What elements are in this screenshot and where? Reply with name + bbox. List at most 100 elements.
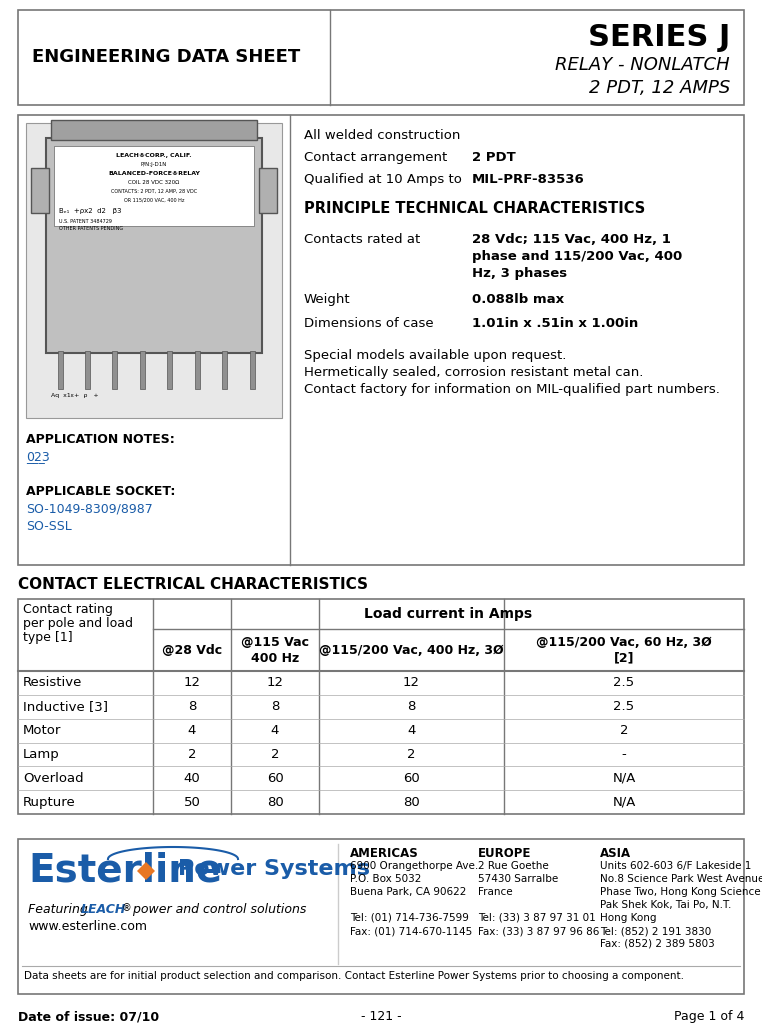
Text: France: France [478,887,513,897]
Text: Hong Kong: Hong Kong [600,913,657,923]
Bar [46,138,262,353]
Text: @115 Vac: @115 Vac [241,636,309,648]
Text: 2.5: 2.5 [613,700,635,714]
Text: OTHER PATENTS PENDING: OTHER PATENTS PENDING [59,226,123,231]
Text: [2]: [2] [613,651,634,665]
Text: Pak Shek Kok, Tai Po, N.T.: Pak Shek Kok, Tai Po, N.T. [600,900,732,910]
Text: @115/200 Vac, 400 Hz, 3Ø: @115/200 Vac, 400 Hz, 3Ø [319,643,504,656]
Text: SERIES J: SERIES J [588,24,730,52]
Text: N/A: N/A [613,796,636,809]
Text: Motor: Motor [23,724,62,737]
Text: Hermetically sealed, corrosion resistant metal can.: Hermetically sealed, corrosion resistant… [304,366,643,379]
Text: @115/200 Vac, 60 Hz, 3Ø: @115/200 Vac, 60 Hz, 3Ø [536,636,712,648]
Text: 023: 023 [26,451,50,464]
Text: 57430 Sarralbe: 57430 Sarralbe [478,874,559,884]
Text: Buena Park, CA 90622: Buena Park, CA 90622 [350,887,466,897]
Text: Dimensions of case: Dimensions of case [304,317,434,330]
Text: Qualified at 10 Amps to: Qualified at 10 Amps to [304,173,462,186]
Text: SO-1049-8309/8987: SO-1049-8309/8987 [26,503,152,516]
Text: AMERICAS: AMERICAS [350,847,419,860]
Text: 4: 4 [187,724,196,737]
Text: Contact rating: Contact rating [23,603,113,616]
Text: 2 PDT: 2 PDT [472,151,516,164]
Text: LEACH®CORP., CALIF.: LEACH®CORP., CALIF. [116,153,192,158]
Text: 40: 40 [184,772,200,784]
Bar [18,839,744,994]
Text: 2: 2 [187,748,197,761]
Text: Contacts rated at: Contacts rated at [304,233,421,246]
Bar [18,599,744,814]
Bar [112,351,117,389]
Bar [18,115,744,565]
Text: CONTACTS: 2 PDT, 12 AMP, 28 VDC: CONTACTS: 2 PDT, 12 AMP, 28 VDC [111,189,197,194]
Bar [259,168,277,213]
Text: LEACH: LEACH [81,903,126,916]
Bar [26,123,282,418]
Text: ®: ® [122,903,132,913]
Text: EUROPE: EUROPE [478,847,531,860]
Text: APPLICABLE SOCKET:: APPLICABLE SOCKET: [26,485,175,498]
Text: SO-SSL: SO-SSL [26,520,72,534]
Text: per pole and load: per pole and load [23,617,133,630]
Text: APPLICATION NOTES:: APPLICATION NOTES: [26,433,174,446]
Text: 2 Rue Goethe: 2 Rue Goethe [478,861,549,871]
Bar [140,351,145,389]
Text: 400 Hz: 400 Hz [251,651,299,665]
Text: Featuring: Featuring [28,903,91,916]
Text: Fax: (01) 714-670-1145: Fax: (01) 714-670-1145 [350,926,472,936]
Text: Special models available upon request.: Special models available upon request. [304,349,566,362]
Text: 80: 80 [403,796,420,809]
Text: U.S. PATENT 3484729: U.S. PATENT 3484729 [59,219,112,224]
Text: 2: 2 [407,748,416,761]
Text: ___: ___ [26,451,45,464]
Text: 8: 8 [187,700,196,714]
Text: 6900 Orangethorpe Ave.: 6900 Orangethorpe Ave. [350,861,479,871]
Text: Rupture: Rupture [23,796,75,809]
Text: 2: 2 [271,748,279,761]
Text: Data sheets are for initial product selection and comparison. Contact Esterline : Data sheets are for initial product sele… [24,971,684,981]
Text: Page 1 of 4: Page 1 of 4 [674,1010,744,1023]
Text: 4: 4 [408,724,416,737]
Text: Bₑ₁  +ρx2  d2   β3: Bₑ₁ +ρx2 d2 β3 [59,208,121,214]
Text: P/N:J-D1N: P/N:J-D1N [141,162,167,167]
Text: Inductive [3]: Inductive [3] [23,700,108,714]
Text: N/A: N/A [613,772,636,784]
Text: Power Systems: Power Systems [178,859,370,879]
Text: PRINCIPLE TECHNICAL CHARACTERISTICS: PRINCIPLE TECHNICAL CHARACTERISTICS [304,201,645,216]
Text: type [1]: type [1] [23,631,72,644]
Bar [85,351,90,389]
Text: 8: 8 [408,700,416,714]
Text: Fax: (33) 3 87 97 96 86: Fax: (33) 3 87 97 96 86 [478,926,600,936]
Text: Units 602-603 6/F Lakeside 1: Units 602-603 6/F Lakeside 1 [600,861,751,871]
Text: P.O. Box 5032: P.O. Box 5032 [350,874,421,884]
Bar [54,146,254,226]
Text: RELAY - NONLATCH: RELAY - NONLATCH [555,56,730,74]
Text: BALANCED-FORCE®RELAY: BALANCED-FORCE®RELAY [108,171,200,176]
Text: 4: 4 [271,724,279,737]
Text: Aq  x1ε+  ρ   +: Aq x1ε+ ρ + [51,393,98,398]
Text: -: - [622,748,626,761]
Text: CONTACT ELECTRICAL CHARACTERISTICS: CONTACT ELECTRICAL CHARACTERISTICS [18,577,368,592]
Text: Contact factory for information on MIL-qualified part numbers.: Contact factory for information on MIL-q… [304,383,720,396]
Text: Resistive: Resistive [23,677,82,689]
Text: Hz, 3 phases: Hz, 3 phases [472,267,567,280]
Text: Tel: (852) 2 191 3830: Tel: (852) 2 191 3830 [600,926,711,936]
Text: 8: 8 [271,700,279,714]
Text: All welded construction: All welded construction [304,129,460,142]
Text: www.esterline.com: www.esterline.com [28,920,147,933]
Text: Esterline: Esterline [28,851,223,889]
Text: 12: 12 [403,677,420,689]
Text: 12: 12 [184,677,200,689]
Text: Date of issue: 07/10: Date of issue: 07/10 [18,1010,159,1023]
Text: 50: 50 [184,796,200,809]
Text: Contact arrangement: Contact arrangement [304,151,447,164]
Text: 2: 2 [620,724,628,737]
Text: 2 PDT, 12 AMPS: 2 PDT, 12 AMPS [589,79,730,97]
Text: 60: 60 [267,772,283,784]
Bar [250,351,255,389]
Bar [167,351,172,389]
Text: Phase Two, Hong Kong Science Park: Phase Two, Hong Kong Science Park [600,887,762,897]
Text: 60: 60 [403,772,420,784]
Bar [195,351,200,389]
Text: Fax: (852) 2 389 5803: Fax: (852) 2 389 5803 [600,939,715,949]
